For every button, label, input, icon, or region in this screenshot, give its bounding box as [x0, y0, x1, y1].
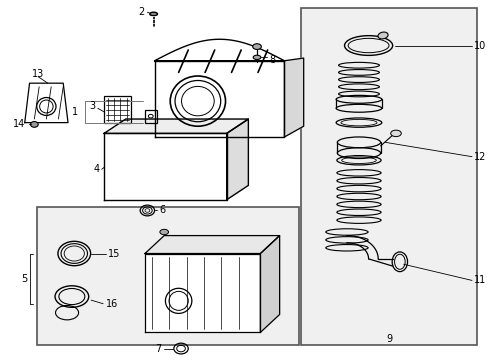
Polygon shape [226, 119, 248, 200]
Text: 7: 7 [155, 343, 162, 354]
Polygon shape [154, 39, 284, 61]
Polygon shape [154, 61, 284, 137]
Text: 6: 6 [159, 206, 165, 216]
Polygon shape [104, 119, 248, 134]
Ellipse shape [253, 55, 260, 59]
Text: 10: 10 [473, 41, 486, 50]
Polygon shape [144, 253, 260, 332]
Ellipse shape [149, 12, 157, 16]
Polygon shape [260, 235, 279, 332]
Text: 3: 3 [89, 102, 95, 112]
Text: 2: 2 [139, 7, 144, 17]
Text: 14: 14 [14, 120, 26, 129]
Polygon shape [104, 134, 226, 200]
Text: 9: 9 [385, 333, 391, 343]
Bar [37, 207, 298, 345]
Ellipse shape [390, 130, 401, 136]
Ellipse shape [30, 122, 38, 127]
Text: 12: 12 [473, 152, 486, 162]
Text: 15: 15 [108, 248, 120, 258]
Text: 5: 5 [21, 274, 28, 284]
Polygon shape [284, 58, 303, 137]
Text: 13: 13 [32, 69, 44, 79]
Bar [301, 8, 476, 345]
Bar [104, 96, 130, 123]
Polygon shape [144, 235, 279, 253]
Text: 16: 16 [105, 299, 118, 309]
Text: 4: 4 [93, 164, 99, 174]
Ellipse shape [252, 44, 261, 49]
Text: 1: 1 [72, 107, 78, 117]
Ellipse shape [377, 32, 387, 39]
Text: 8: 8 [268, 55, 275, 65]
Ellipse shape [160, 229, 168, 235]
Polygon shape [25, 83, 68, 123]
Bar [144, 110, 157, 123]
Text: 11: 11 [473, 275, 486, 285]
